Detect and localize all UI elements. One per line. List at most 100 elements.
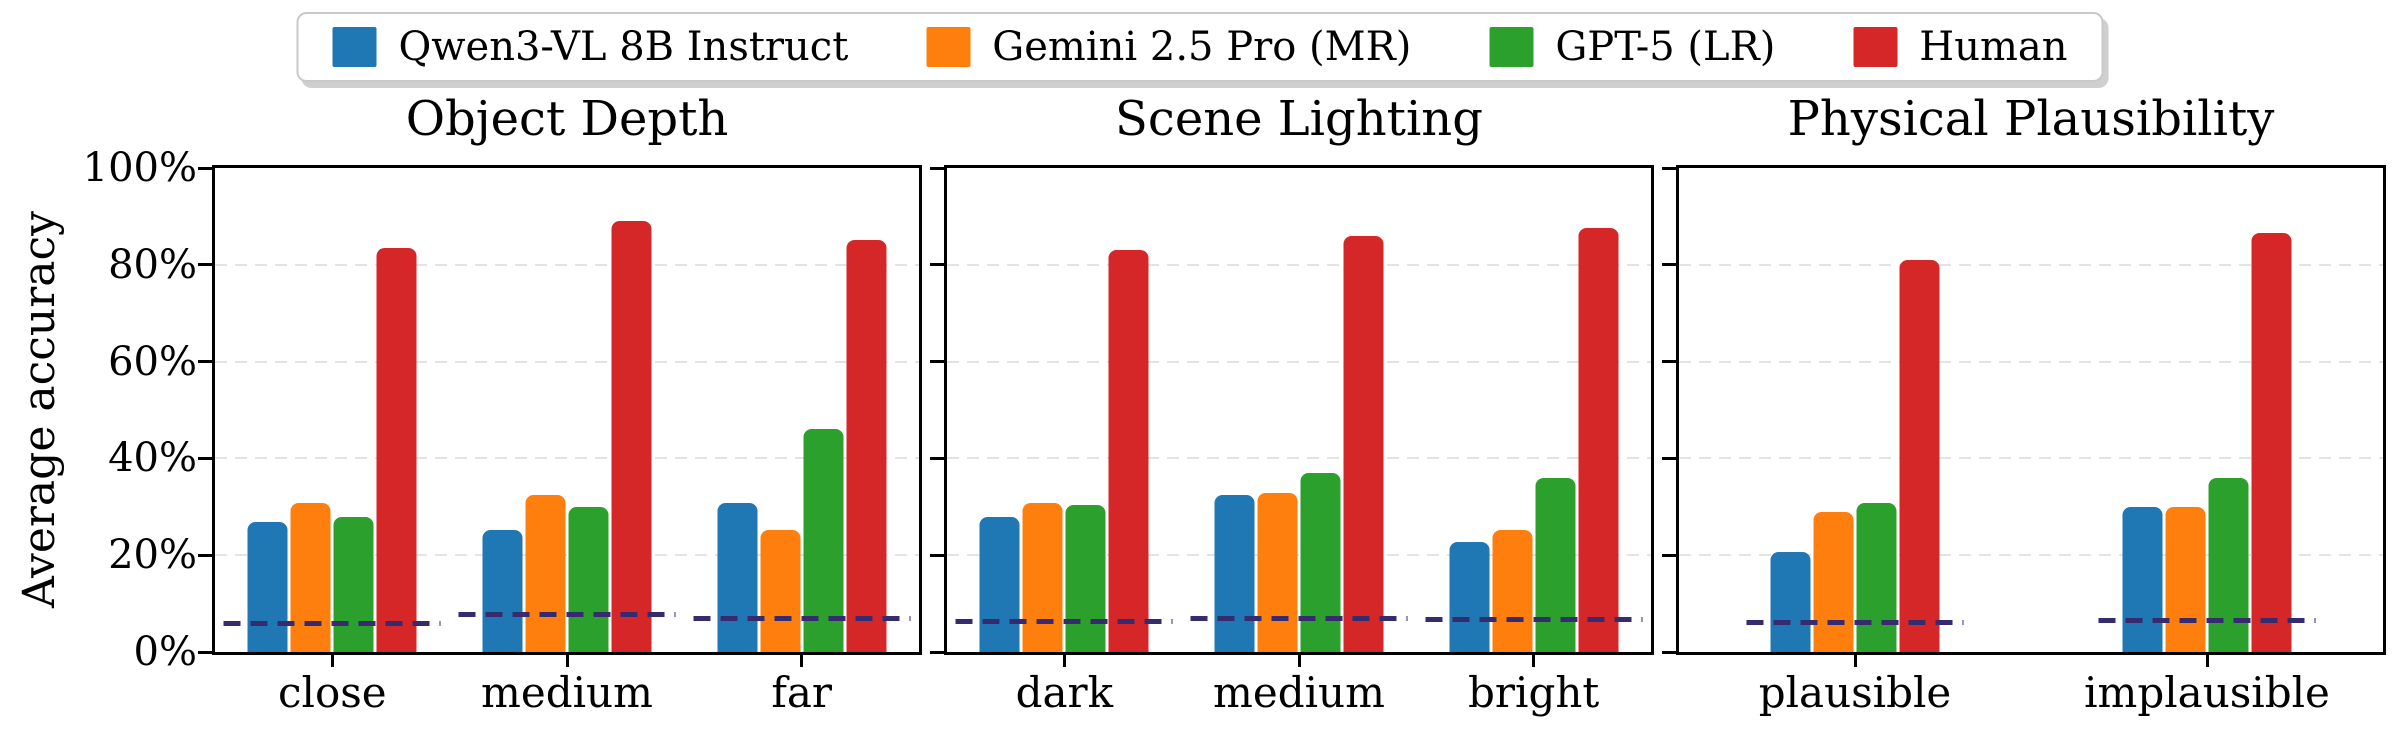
chance-line-far — [693, 616, 911, 622]
x-tick-mark-far — [800, 655, 804, 667]
bar-close-qwen3-vl-8b-instruct — [247, 522, 288, 652]
legend-swatch-human — [1853, 27, 1898, 67]
legend-swatch-qwen3-vl-8b-instruct — [332, 27, 377, 67]
x-tick-label-medium: medium — [481, 668, 653, 717]
legend-label: Qwen3-VL 8B Instruct — [398, 24, 849, 70]
legend-item: Human — [1853, 27, 2067, 67]
subplot-title: Scene Lighting — [1115, 91, 1483, 147]
y-tick-label: 60% — [108, 338, 197, 385]
bar-close-human — [376, 247, 417, 652]
y-tick-mark-0 — [930, 650, 944, 654]
y-tick-label: 100% — [82, 145, 197, 191]
bar-bright-gpt-5-lr- — [1535, 478, 1576, 652]
chance-line-plausible — [1746, 619, 1964, 625]
subplot-physical-plausibility: Physical Plausibility plausible implausib… — [1662, 95, 2386, 714]
bar-dark-qwen3-vl-8b-instruct — [979, 517, 1020, 652]
y-tick-mark-80 — [1662, 263, 1676, 267]
y-tick-mark-100 — [930, 166, 944, 170]
subplot-title: Physical Plausibility — [1787, 91, 2275, 147]
y-tick-mark-40 — [930, 456, 944, 460]
bar-group-bright — [1425, 228, 1643, 652]
bar-medium-gpt-5-lr- — [1300, 473, 1341, 652]
bar-plausible-qwen3-vl-8b-instruct — [1770, 551, 1811, 652]
gridline-20 — [1679, 554, 2383, 557]
x-tick-label-medium: medium — [1213, 668, 1385, 717]
gridline-20 — [947, 554, 1651, 557]
y-axis-label: Average accuracy — [14, 211, 65, 609]
bar-bright-gemini-2-5-pro-mr- — [1492, 529, 1533, 652]
y-tick-mark-80 — [198, 263, 212, 267]
gridline-40 — [215, 457, 919, 460]
legend-item: Gemini 2.5 Pro (MR) — [926, 27, 1411, 67]
gridline-60 — [1679, 360, 2383, 363]
y-tick-label: 20% — [108, 532, 197, 579]
bar-medium-gemini-2-5-pro-mr- — [1257, 492, 1298, 652]
bar-group-plausible — [1746, 260, 1964, 652]
plot-area: dark medium bright — [930, 165, 1654, 714]
bar-bright-human — [1578, 228, 1619, 652]
chance-line-dark — [955, 618, 1173, 624]
y-tick-mark-20 — [198, 553, 212, 557]
x-tick-mark-dark — [1062, 655, 1066, 667]
x-tick-mark-close — [330, 655, 334, 667]
plot-area: plausible implausible — [1662, 165, 2386, 714]
bar-group-implausible — [2098, 233, 2316, 652]
x-tick-label-far: far — [771, 668, 832, 717]
y-tick-mark-60 — [198, 360, 212, 364]
bar-close-gpt-5-lr- — [333, 517, 374, 652]
bar-group-far — [693, 240, 911, 652]
bar-dark-gemini-2-5-pro-mr- — [1022, 502, 1063, 652]
y-tick-mark-100 — [1662, 166, 1676, 170]
y-tick-mark-20 — [930, 553, 944, 557]
bar-medium-human — [1343, 235, 1384, 652]
bar-group-medium — [1190, 235, 1408, 652]
plot-area: 0% 20% 40% 60% 80% 100% close medium far — [83, 148, 922, 714]
bar-implausible-human — [2251, 233, 2292, 652]
y-tick-label: 40% — [108, 435, 197, 482]
bar-medium-gemini-2-5-pro-mr- — [525, 495, 566, 652]
legend-label: GPT-5 (LR) — [1555, 24, 1776, 70]
legend-label: Human — [1919, 24, 2068, 70]
y-tick-label: 0% — [133, 629, 197, 675]
gridline-40 — [1679, 457, 2383, 460]
bar-dark-human — [1108, 250, 1149, 652]
subplot-object-depth: Object Depth 0% 20% 40% 60% 80% 100% close medi… — [83, 95, 922, 714]
x-tick-mark-implausible — [2205, 655, 2209, 667]
x-tick-mark-medium — [565, 655, 569, 667]
bar-medium-qwen3-vl-8b-instruct — [1214, 495, 1255, 652]
legend-swatch-gemini-2-5-pro-mr- — [926, 27, 971, 67]
y-tick-mark-40 — [1662, 456, 1676, 460]
y-tick-mark-60 — [930, 360, 944, 364]
bar-bright-qwen3-vl-8b-instruct — [1449, 541, 1490, 652]
legend: Qwen3-VL 8B Instruct Gemini 2.5 Pro (MR) G… — [296, 12, 2104, 82]
chance-line-bright — [1425, 617, 1643, 623]
bar-dark-gpt-5-lr- — [1065, 505, 1106, 652]
y-tick-mark-20 — [1662, 553, 1676, 557]
bar-plausible-human — [1899, 260, 1940, 652]
y-tick-label: 80% — [108, 241, 197, 288]
subplot-scene-lighting: Scene Lighting dark medium bright — [930, 95, 1654, 714]
gridline-80 — [947, 263, 1651, 266]
bar-implausible-qwen3-vl-8b-instruct — [2122, 507, 2163, 652]
x-tick-mark-medium — [1297, 655, 1301, 667]
bar-implausible-gemini-2-5-pro-mr- — [2165, 507, 2206, 652]
gridline-80 — [215, 263, 919, 266]
y-tick-mark-0 — [1662, 650, 1676, 654]
bar-group-medium — [458, 220, 676, 652]
y-tick-mark-60 — [1662, 360, 1676, 364]
x-tick-label-close: close — [278, 668, 387, 717]
bar-far-human — [846, 240, 887, 652]
legend-item: GPT-5 (LR) — [1489, 27, 1775, 67]
gridline-40 — [947, 457, 1651, 460]
gridline-80 — [1679, 263, 2383, 266]
chance-line-medium — [1190, 615, 1408, 621]
gridline-60 — [215, 360, 919, 363]
bar-medium-qwen3-vl-8b-instruct — [482, 529, 523, 652]
subplot-title: Object Depth — [405, 91, 729, 147]
legend-item: Qwen3-VL 8B Instruct — [332, 24, 849, 70]
y-tick-mark-0 — [198, 650, 212, 654]
bar-medium-human — [611, 220, 652, 652]
bar-medium-gpt-5-lr- — [568, 507, 609, 652]
bar-far-gpt-5-lr- — [803, 429, 844, 652]
charts-row: Object Depth 0% 20% 40% 60% 80% 100% close medi… — [83, 95, 2386, 714]
